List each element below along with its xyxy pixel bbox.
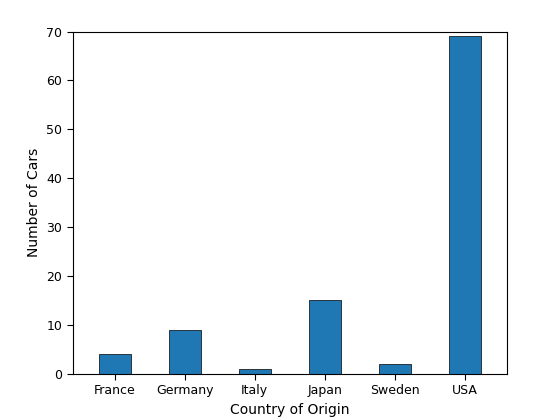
Bar [309, 300, 340, 374]
Bar [379, 364, 410, 374]
X-axis label: Country of Origin: Country of Origin [230, 403, 349, 417]
Bar [239, 369, 270, 374]
Y-axis label: Number of Cars: Number of Cars [27, 148, 41, 257]
Bar [99, 354, 130, 374]
Bar [169, 330, 200, 374]
Bar [449, 37, 480, 374]
